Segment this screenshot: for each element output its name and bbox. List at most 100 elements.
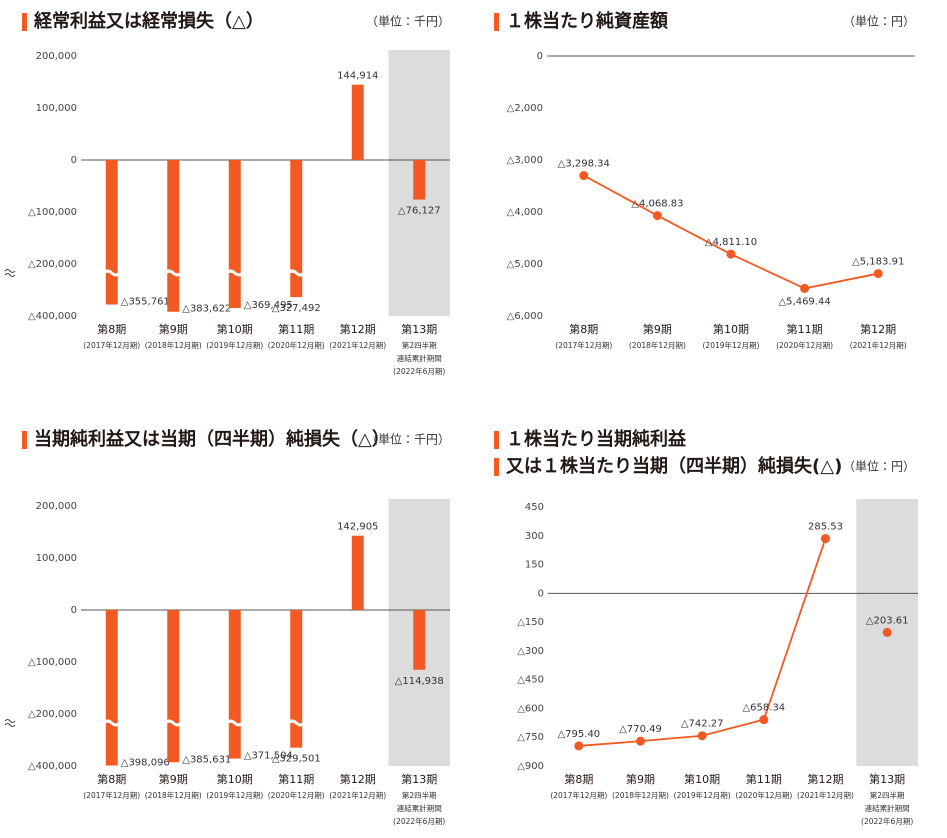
x-tick-note: (2020年12月期) (735, 790, 792, 800)
unit-label: （単位：千円） (366, 433, 450, 447)
x-tick-note: (2020年12月期) (268, 790, 325, 800)
y-tick-label: △200,000 (28, 709, 77, 720)
y-tick-label: △300 (517, 646, 544, 657)
x-tick-note: (2020年12月期) (268, 340, 325, 350)
x-tick-note: (2017年12月期) (555, 340, 612, 350)
value-label: △742.27 (681, 719, 724, 730)
x-tick-note: (2021年12月期) (329, 790, 386, 800)
value-label: △795.40 (557, 729, 600, 740)
value-label: △383,622 (182, 304, 231, 315)
line (583, 174, 879, 290)
x-tick-note: (2017年12月期) (83, 340, 140, 350)
bar (290, 610, 303, 748)
x-tick-note: (2018年12月期) (629, 340, 686, 350)
value-label: △371,504 (244, 751, 293, 762)
x-tick-label: 第12期 (808, 772, 844, 786)
y-tick-label: △2,000 (507, 103, 543, 114)
y-tick-label: △4,000 (507, 207, 543, 218)
x-tick-note: (2019年12月期) (674, 790, 731, 800)
bar-break (225, 269, 244, 277)
point (579, 171, 589, 181)
y-tick-label: 100,000 (36, 103, 77, 114)
bar-break (164, 719, 183, 727)
y-tick-label: △150 (517, 617, 544, 628)
x-tick-note: (2018年12月期) (612, 790, 669, 800)
bar (167, 160, 180, 312)
x-tick-label: 第10期 (217, 772, 253, 786)
chart-title: 経常利益又は経常損失（△） (33, 10, 264, 32)
x-tick-note: (2020年12月期) (776, 340, 833, 350)
x-tick-note: 連結累計期間 (397, 803, 442, 813)
title-marker (494, 431, 499, 449)
value-label: △3,298.34 (558, 159, 610, 170)
value-label: △5,469.44 (778, 296, 830, 307)
unit-label: （単位：円） (843, 15, 915, 29)
y-tick-label: 0 (71, 605, 77, 616)
x-tick-note: 連結累計期間 (397, 353, 442, 363)
point (652, 211, 662, 221)
chart-title: 又は１株当たり当期（四半期）純損失(△) (505, 455, 842, 477)
y-tick-label: △100,000 (28, 207, 77, 218)
x-tick-label: 第8期 (564, 772, 593, 786)
value-label: △327,492 (272, 303, 321, 314)
bar (413, 160, 426, 200)
x-tick-label: 第8期 (97, 322, 126, 336)
unit-label: （単位：千円） (366, 15, 450, 29)
bar-break (287, 719, 306, 727)
value-label: △385,631 (182, 754, 231, 765)
y-tick-label: 0 (538, 588, 544, 599)
value-label: △5,183.91 (852, 257, 904, 268)
x-tick-note: (2021年12月期) (329, 340, 386, 350)
value-label: △398,096 (121, 758, 170, 769)
y-tick-label: △3,000 (507, 155, 543, 166)
x-tick-label: 第13期 (401, 322, 437, 336)
value-label: △76,127 (398, 206, 441, 217)
x-tick-note: (2018年12月期) (145, 340, 202, 350)
x-tick-label: 第9期 (159, 772, 188, 786)
bar (351, 84, 364, 160)
bar-break (102, 719, 121, 727)
y-tick-label: △100,000 (28, 657, 77, 668)
y-tick-label: △900 (517, 761, 544, 772)
x-tick-label: 第10期 (217, 322, 253, 336)
title-marker (22, 431, 27, 449)
x-tick-label: 第11期 (787, 322, 823, 336)
value-label: 144,914 (337, 71, 378, 82)
axis-break-symbol (4, 719, 16, 727)
y-tick-label: △5,000 (507, 259, 543, 270)
value-label: △114,938 (395, 676, 444, 687)
point (759, 715, 769, 725)
value-label: △355,761 (121, 296, 170, 307)
y-tick-label: 300 (525, 531, 544, 542)
value-label: △203.61 (866, 615, 909, 626)
point (726, 249, 736, 259)
value-label: △369,495 (244, 300, 293, 311)
value-label: 285.53 (808, 522, 843, 533)
y-tick-label: 100,000 (36, 553, 77, 564)
x-tick-note: (2022年6月期) (393, 366, 445, 376)
x-tick-label: 第11期 (278, 772, 314, 786)
x-tick-label: 第13期 (869, 772, 905, 786)
x-tick-note: (2022年6月期) (861, 816, 913, 826)
bar-break (287, 269, 306, 277)
bar (290, 160, 303, 298)
value-label: 142,905 (337, 522, 378, 533)
y-tick-label: △400,000 (28, 311, 77, 322)
x-tick-label: 第9期 (159, 322, 188, 336)
x-tick-note: 連結累計期間 (865, 803, 910, 813)
bar (228, 610, 241, 759)
x-tick-label: 第12期 (340, 772, 376, 786)
x-tick-note: (2018年12月期) (145, 790, 202, 800)
axis-break-symbol (4, 269, 16, 277)
x-tick-note: (2022年6月期) (393, 816, 445, 826)
x-tick-note: (2017年12月期) (83, 790, 140, 800)
x-tick-note: (2019年12月期) (206, 340, 263, 350)
point (800, 283, 810, 293)
y-tick-label: △6,000 (507, 311, 543, 322)
x-tick-label: 第9期 (626, 772, 655, 786)
y-tick-label: 0 (71, 155, 77, 166)
bar-break (102, 269, 121, 277)
